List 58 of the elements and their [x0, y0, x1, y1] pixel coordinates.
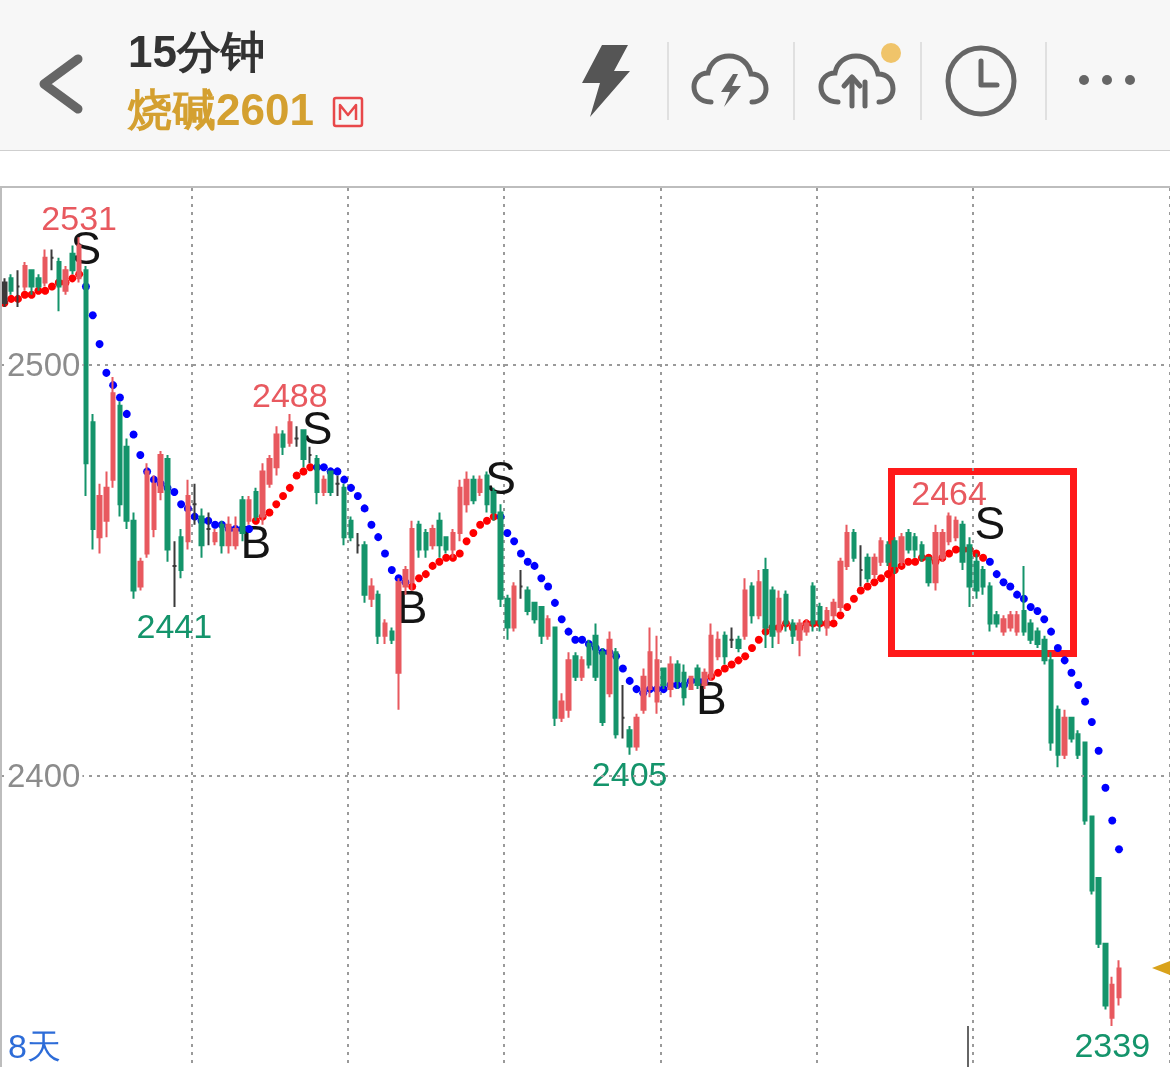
- annotation: 8天: [8, 1026, 61, 1066]
- candlestick: [1055, 704, 1061, 769]
- candlestick: [90, 412, 96, 551]
- y-tick-label: 2400: [7, 756, 81, 794]
- candlestick: [1061, 708, 1068, 760]
- chart-subtitle: 烧碱2601: [128, 85, 314, 134]
- candlestick: [735, 634, 742, 654]
- candlestick: [321, 474, 327, 498]
- candlestick: [477, 474, 483, 498]
- candlestick: [470, 474, 477, 506]
- candlestick: [49, 248, 55, 272]
- candlestick: [450, 527, 456, 559]
- data-label: S: [485, 451, 516, 504]
- candlestick: [389, 626, 395, 645]
- candlestick: [1116, 959, 1122, 1007]
- candlestick: [851, 527, 857, 563]
- candlestick: [253, 486, 259, 522]
- candlestick: [368, 577, 375, 608]
- candlestick: [953, 515, 959, 543]
- candlestick: [728, 626, 735, 650]
- candlestick: [633, 712, 640, 752]
- candlestick: [280, 429, 286, 456]
- candlestick: [749, 581, 755, 625]
- candlestick: [355, 532, 361, 555]
- candlestick: [660, 667, 667, 691]
- candlestick: [1109, 975, 1115, 1027]
- candlestick: [756, 569, 762, 621]
- candlestick: [423, 527, 429, 559]
- candlestick: [579, 655, 585, 682]
- candlestick: [742, 577, 748, 641]
- candlestick: [626, 725, 633, 756]
- candlestick: [545, 614, 551, 641]
- candlestick: [137, 556, 144, 592]
- candlestick: [361, 540, 368, 604]
- candlestick: [511, 581, 517, 633]
- candlestick: [416, 519, 422, 559]
- text: 2405: [591, 754, 668, 793]
- candlestick: [1082, 741, 1088, 826]
- candlestick: [287, 412, 293, 448]
- candlestick: [898, 532, 905, 567]
- candlestick: [518, 569, 524, 600]
- candlestick: [375, 589, 381, 645]
- candlestick: [715, 630, 721, 662]
- data-label: B: [396, 581, 428, 634]
- candlestick: [293, 425, 300, 448]
- candlestick: [572, 651, 579, 682]
- candlestick: [620, 684, 626, 740]
- candlestick: [327, 470, 334, 498]
- candlestick: [178, 527, 184, 580]
- candlestick: [171, 540, 178, 608]
- text: 2339: [1074, 1025, 1151, 1064]
- candlestick: [382, 618, 388, 645]
- candlestick: [348, 515, 354, 543]
- chart-title: 15分钟: [128, 27, 265, 76]
- candlestick: [552, 626, 558, 728]
- candlestick: [429, 523, 436, 551]
- y-tick-label: 2500: [7, 346, 81, 384]
- text: 2441: [136, 606, 213, 645]
